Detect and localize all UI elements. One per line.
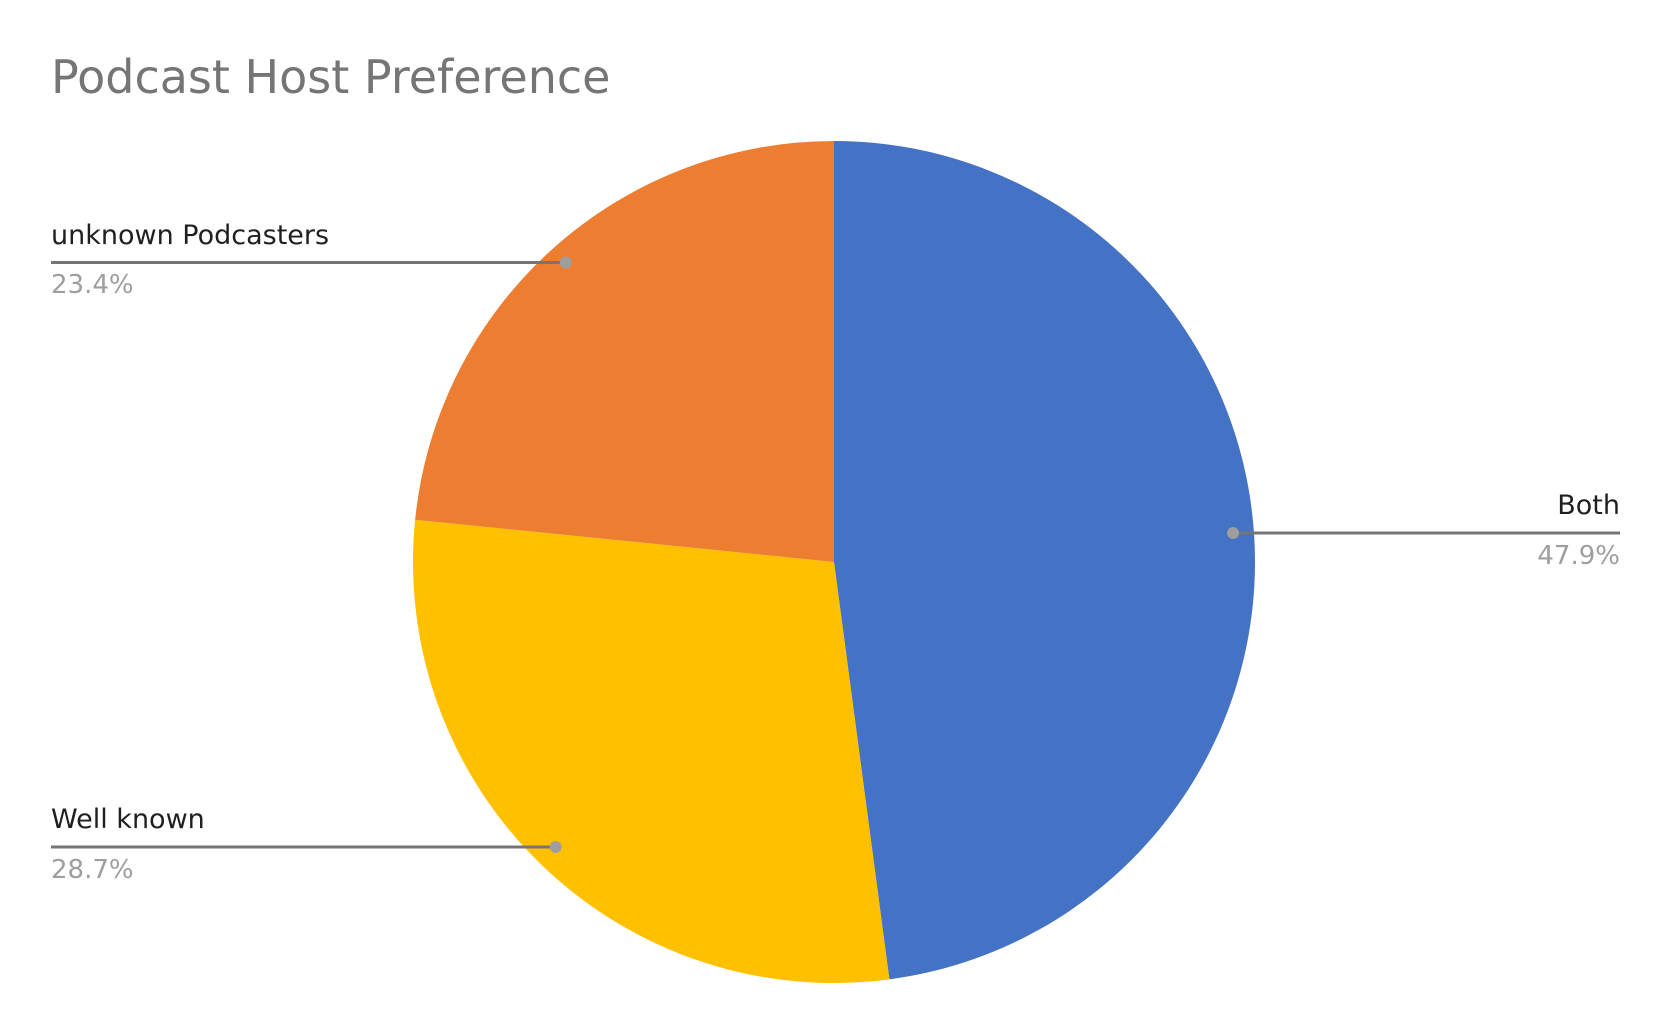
slice-label-name: Both [1557, 490, 1620, 521]
leader-line [1231, 531, 1620, 536]
slice-label-name: Well known [51, 804, 205, 835]
leader-line [51, 261, 568, 266]
slice-label-value: 28.7% [51, 855, 134, 885]
pie-slices [413, 141, 1255, 983]
leader-dot [559, 256, 572, 269]
slice-label-value: 23.4% [51, 270, 134, 300]
slice-labels: Both 47.9% Well known 28.7% unknown Podcaste… [51, 220, 1620, 885]
pie-slice-well-known [413, 519, 890, 983]
leader-line [51, 845, 558, 850]
pie-slice-both [834, 141, 1255, 980]
leader-dot [549, 841, 562, 853]
slice-label-name: unknown Podcasters [51, 220, 329, 251]
leader-dot [1227, 527, 1240, 539]
chart-title: Podcast Host Preference [51, 50, 610, 104]
slice-label-value: 47.9% [1537, 541, 1620, 571]
pie-slice-unknown-podcasters [415, 141, 834, 562]
